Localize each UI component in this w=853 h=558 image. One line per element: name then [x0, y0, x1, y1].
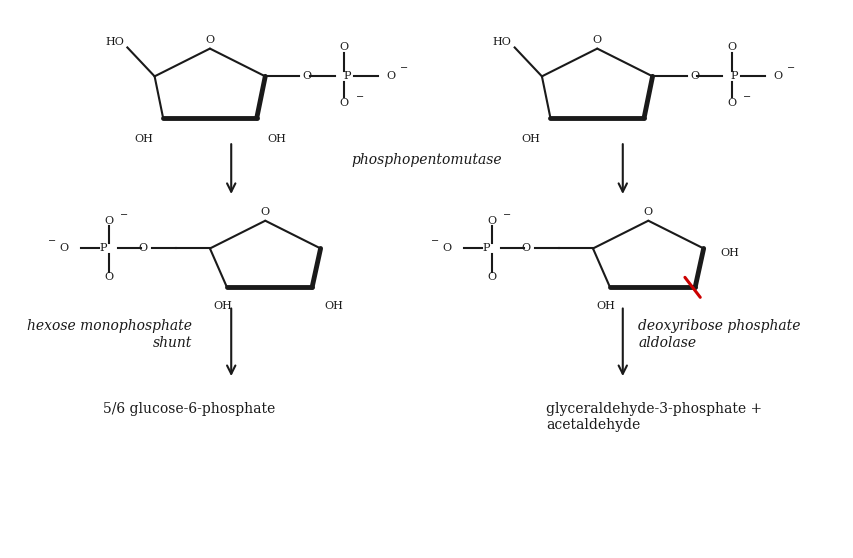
Text: 5/6 glucose-6-phosphate: 5/6 glucose-6-phosphate — [102, 402, 275, 416]
Text: OH: OH — [213, 301, 232, 311]
Text: −: − — [430, 237, 438, 246]
Text: −: − — [48, 237, 55, 246]
Text: O: O — [773, 71, 781, 81]
Text: O: O — [60, 243, 68, 253]
Text: −: − — [399, 64, 408, 73]
Text: O: O — [486, 216, 496, 225]
Text: O: O — [260, 208, 270, 218]
Text: deoxyribose phosphate
aldolase: deoxyribose phosphate aldolase — [637, 319, 799, 350]
Text: −: − — [355, 93, 363, 102]
Text: HO: HO — [492, 37, 511, 47]
Text: HO: HO — [105, 37, 124, 47]
Text: O: O — [592, 35, 601, 45]
Text: OH: OH — [520, 133, 540, 143]
Text: P: P — [482, 243, 490, 253]
Text: O: O — [386, 71, 395, 81]
Text: O: O — [138, 243, 148, 253]
Text: P: P — [730, 71, 738, 81]
Text: phosphopentomutase: phosphopentomutase — [351, 153, 502, 167]
Text: −: − — [119, 211, 128, 220]
Text: glyceraldehyde-3-phosphate +
acetaldehyde: glyceraldehyde-3-phosphate + acetaldehyd… — [546, 402, 762, 432]
Text: O: O — [339, 98, 349, 108]
Text: OH: OH — [134, 133, 153, 143]
Text: O: O — [104, 272, 113, 282]
Text: O: O — [643, 208, 652, 218]
Text: P: P — [99, 243, 107, 253]
Text: O: O — [726, 42, 735, 52]
Text: −: − — [502, 211, 510, 220]
Text: −: − — [742, 93, 750, 102]
Text: −: − — [786, 64, 794, 73]
Text: O: O — [205, 35, 214, 45]
Text: O: O — [104, 216, 113, 225]
Text: O: O — [689, 71, 699, 81]
Text: O: O — [339, 42, 349, 52]
Text: OH: OH — [720, 248, 739, 258]
Text: hexose monophosphate
shunt: hexose monophosphate shunt — [27, 319, 192, 350]
Text: O: O — [442, 243, 451, 253]
Text: OH: OH — [324, 301, 343, 311]
Text: O: O — [521, 243, 531, 253]
Text: OH: OH — [267, 133, 286, 143]
Text: O: O — [302, 71, 311, 81]
Text: O: O — [486, 272, 496, 282]
Text: O: O — [726, 98, 735, 108]
Text: OH: OH — [595, 301, 614, 311]
Text: P: P — [343, 71, 351, 81]
